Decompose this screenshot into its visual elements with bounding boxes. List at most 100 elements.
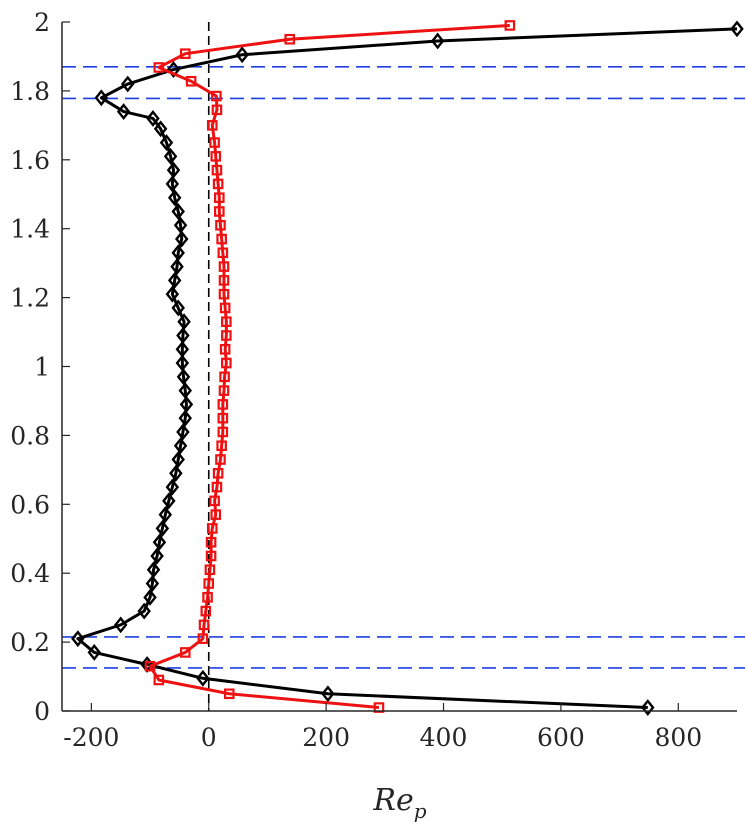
series-0-marker-30	[165, 285, 180, 303]
y-tick-label-6: 1.2	[10, 284, 50, 313]
series-1-marker-44	[211, 90, 222, 102]
series-0-marker-18	[171, 451, 185, 468]
series-1-marker-10	[204, 564, 216, 576]
series-1-marker-5	[197, 633, 209, 644]
x-axis-title: Rep	[372, 783, 426, 823]
series-0-marker-2	[196, 669, 210, 687]
series-0-marker-36	[171, 203, 185, 220]
series-0-marker-44	[116, 103, 131, 120]
series-0-marker-27	[176, 327, 190, 344]
series-1-marker-25	[221, 357, 232, 369]
series-1-marker-0	[373, 702, 385, 713]
series-1	[144, 20, 516, 713]
series-1-marker-18	[215, 454, 226, 465]
series-0-marker-5	[71, 630, 85, 648]
series-0-marker-12	[152, 533, 167, 551]
series-1-marker-8	[202, 592, 213, 603]
series-0-marker-4	[87, 644, 102, 661]
series-0-marker-21	[178, 409, 192, 427]
x-tick-label-0: -200	[63, 723, 119, 752]
series-0-marker-15	[162, 492, 176, 510]
series-1-marker-30	[218, 288, 230, 300]
series-1-marker-24	[219, 371, 230, 383]
series-0-marker-22	[179, 395, 194, 413]
series-0-marker-43	[146, 110, 160, 127]
series-1-marker-27	[221, 330, 232, 341]
series-0-marker-9	[145, 575, 160, 592]
series-1-marker-13	[206, 523, 218, 534]
series-layer	[71, 20, 744, 716]
series-0-marker-7	[137, 602, 151, 620]
series-0-marker-50	[730, 20, 744, 38]
series-0-marker-6	[113, 616, 128, 634]
series-0-marker-39	[166, 161, 181, 179]
y-tick-label-7: 1.4	[10, 215, 50, 244]
y-tick-label-5: 1	[34, 353, 50, 382]
series-1-marker-37	[214, 192, 225, 203]
x-tick-label-1: 0	[201, 723, 217, 752]
x-tick-label-2: 200	[302, 723, 350, 752]
series-1-marker-4	[179, 647, 191, 658]
series-0-marker-10	[146, 561, 161, 579]
x-tick-label-5: 800	[654, 723, 702, 752]
series-0-marker-48	[235, 46, 249, 64]
series-0-marker-24	[176, 368, 191, 386]
series-1-marker-41	[209, 137, 220, 148]
series-1-marker-19	[216, 440, 227, 452]
series-1-marker-35	[215, 219, 226, 231]
series-0-marker-49	[430, 32, 445, 50]
x-tick-label-4: 600	[537, 723, 585, 752]
series-0-marker-42	[153, 120, 168, 138]
series-1-marker-21	[217, 412, 229, 424]
series-1-marker-12	[205, 536, 217, 548]
series-0-marker-28	[177, 313, 191, 331]
x-axis-title-subscript: p	[414, 799, 427, 823]
axes	[61, 21, 737, 712]
series-0-marker-19	[173, 437, 188, 455]
series-1-marker-1	[223, 688, 235, 700]
series-1-marker-17	[212, 467, 224, 479]
series-0-marker-14	[158, 506, 173, 524]
series-0-marker-20	[176, 423, 190, 441]
series-0-marker-13	[155, 519, 170, 537]
series-0-marker-46	[121, 75, 135, 93]
series-1-marker-32	[218, 261, 230, 272]
series-1-marker-40	[210, 151, 222, 162]
y-tick-label-4: 0.8	[10, 421, 50, 450]
series-0-marker-40	[163, 147, 178, 165]
series-1-marker-43	[211, 104, 223, 116]
series-1-marker-34	[216, 233, 227, 245]
series-0-marker-8	[143, 588, 157, 606]
series-0-marker-35	[173, 216, 188, 234]
series-1-marker-45	[185, 75, 197, 87]
series-0-marker-29	[171, 299, 185, 317]
series-1-marker-33	[217, 247, 229, 259]
series-1-marker-15	[209, 495, 220, 507]
series-0	[71, 20, 744, 716]
series-1-marker-42	[206, 120, 218, 131]
y-tick-label-2: 0.4	[10, 559, 50, 588]
y-tick-label-0: 0	[34, 697, 50, 726]
x-axis-title-base: Re	[372, 783, 413, 818]
series-0-marker-31	[167, 271, 182, 289]
series-0-marker-45	[94, 89, 109, 107]
series-0-marker-1	[321, 685, 335, 703]
y-tick-label-3: 0.6	[10, 490, 50, 519]
series-0-marker-23	[178, 382, 192, 400]
y-tick-label-9: 1.8	[10, 77, 50, 106]
series-1-marker-23	[218, 385, 230, 396]
series-1-marker-6	[198, 619, 210, 631]
series-0-marker-32	[170, 258, 184, 276]
series-1-marker-48	[284, 33, 296, 45]
series-1-line	[148, 23, 510, 710]
series-0-marker-17	[169, 464, 183, 482]
series-1-marker-9	[203, 578, 215, 589]
series-1-marker-28	[221, 316, 232, 328]
tick-labels: -200 0 200 400 600 800 0 0.2 0.4 0.6 0.8 1 1.2 1.4 1.6…	[10, 8, 702, 752]
series-1-marker-16	[211, 481, 223, 493]
series-0-marker-37	[167, 189, 182, 207]
y-tick-label-10: 2	[34, 8, 50, 37]
series-1-marker-47	[179, 48, 191, 59]
y-tick-label-8: 1.6	[10, 146, 50, 175]
series-1-marker-29	[219, 302, 231, 314]
